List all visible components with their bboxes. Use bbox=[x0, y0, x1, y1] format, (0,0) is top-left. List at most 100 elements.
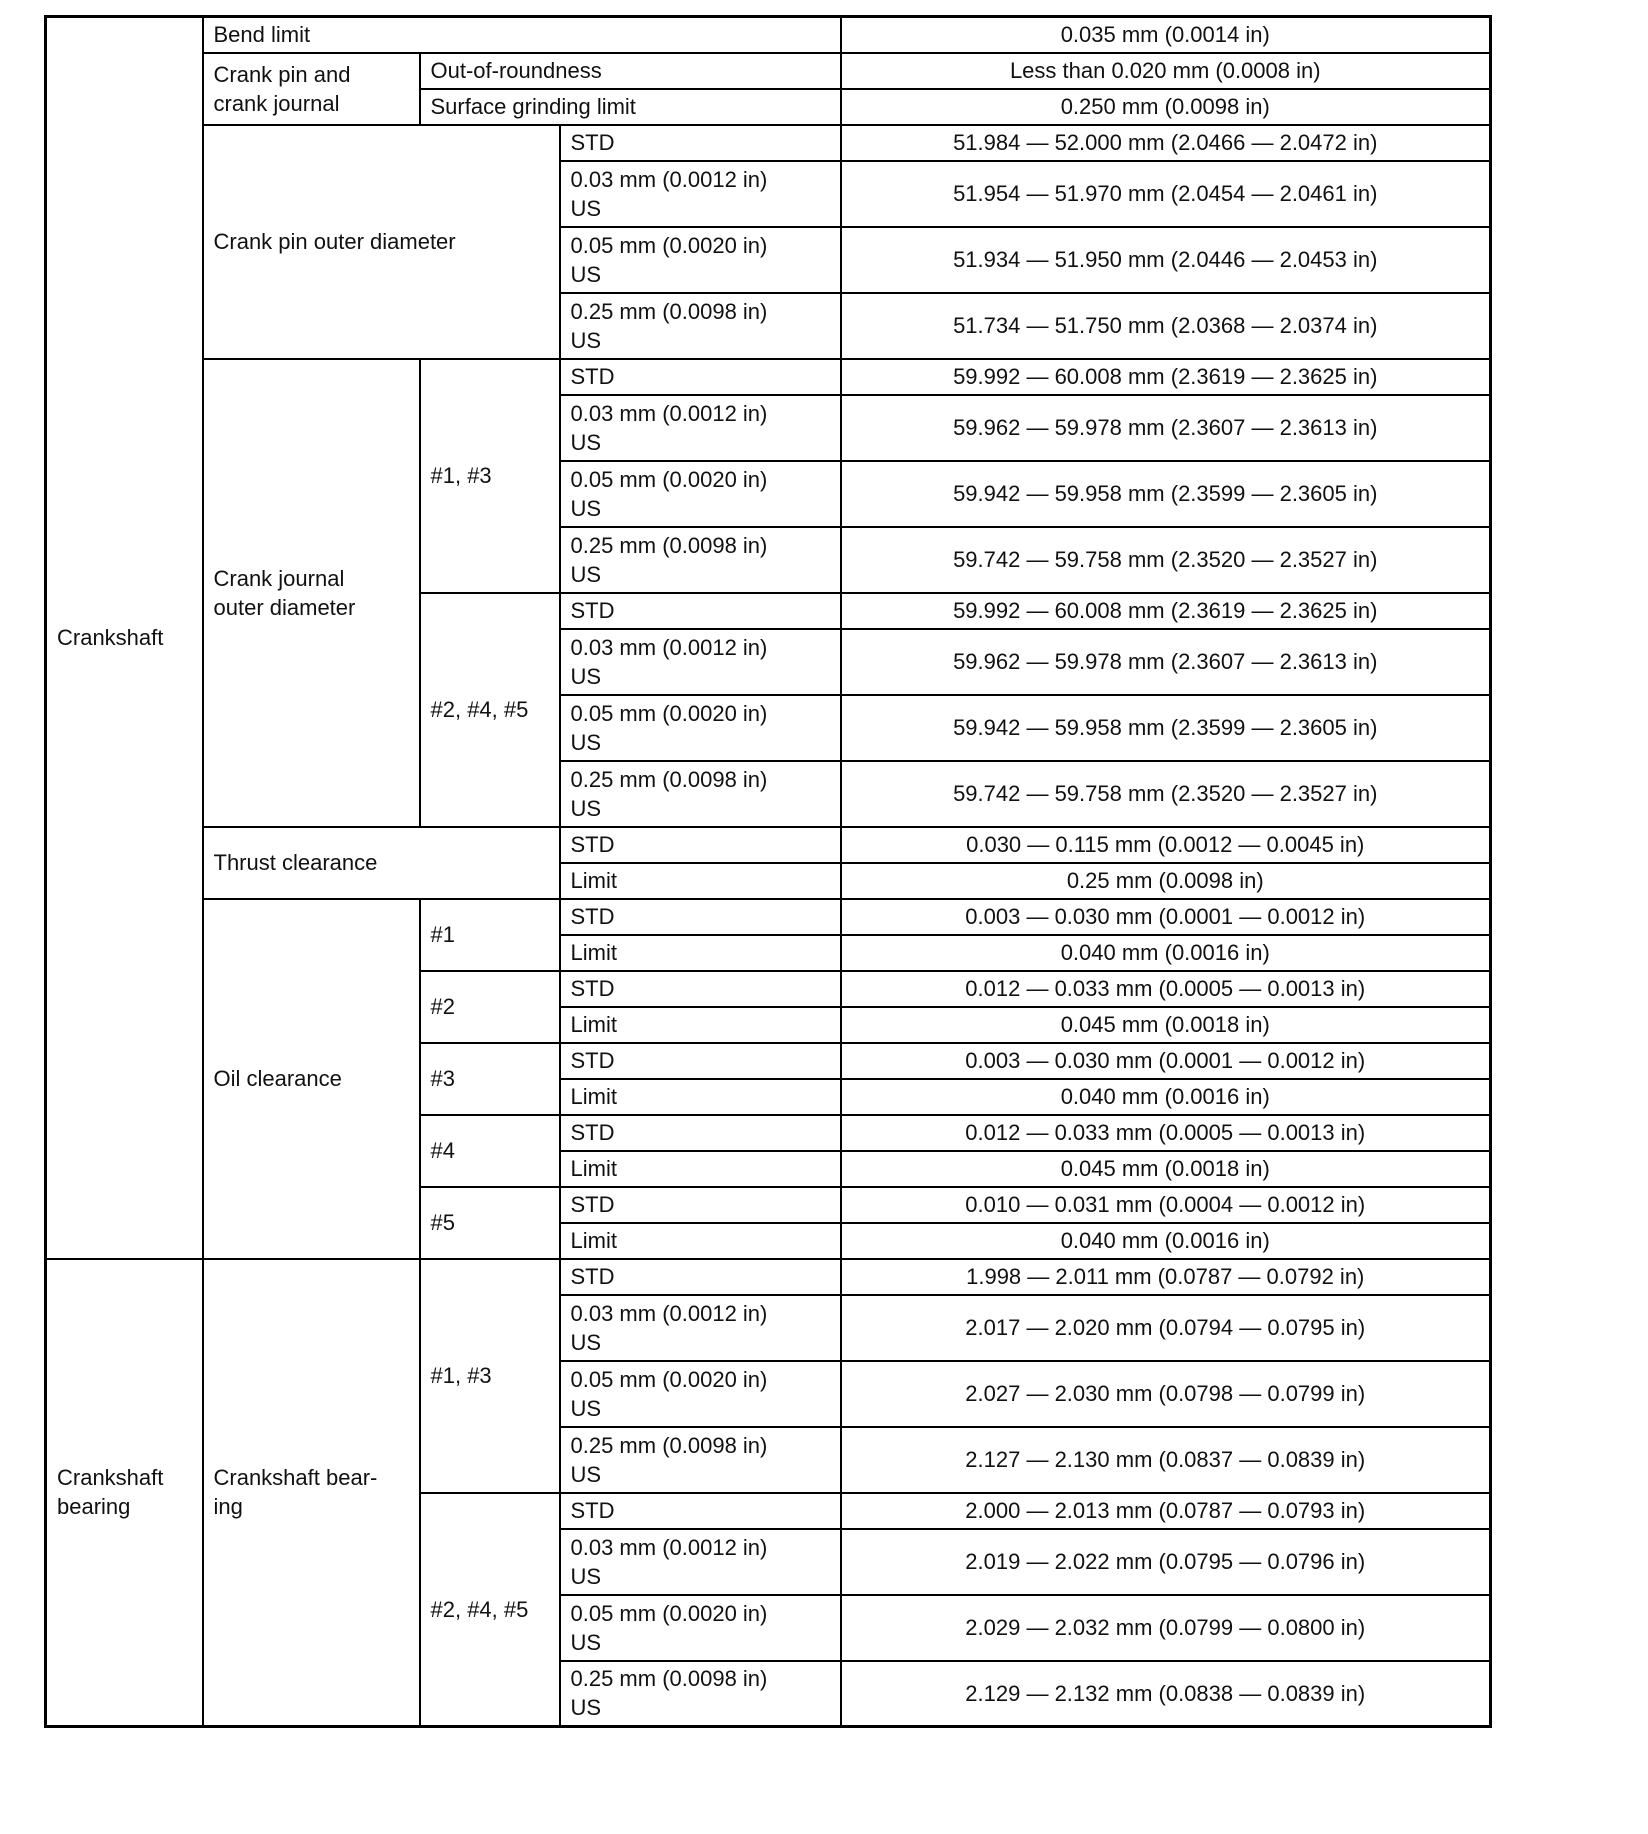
spec-label-cell: #2, #4, #5 bbox=[418, 1491, 561, 1728]
spec-label-cell: Crank pin outer diameter bbox=[201, 123, 561, 360]
spec-value-cell: 59.942 — 59.958 mm (2.3599 — 2.3605 in) bbox=[839, 693, 1492, 762]
spec-label-cell: Thrust clearance bbox=[201, 825, 561, 900]
spec-value-cell: 51.934 — 51.950 mm (2.0446 — 2.0453 in) bbox=[839, 225, 1492, 294]
table-row: 0.25 mm (0.0098 in) US 59.742 — 59.758 mm… bbox=[46, 759, 1492, 828]
table-row: 0.05 mm (0.0020 in) US 51.934 — 51.950 mm… bbox=[46, 225, 1492, 294]
spec-value-cell: 2.029 — 2.032 mm (0.0799 — 0.0800 in) bbox=[839, 1593, 1492, 1662]
spec-label-cell: #2, #4, #5 bbox=[418, 591, 561, 828]
spec-label-cell: 0.25 mm (0.0098 in) US bbox=[558, 525, 842, 594]
table-row: #2, #4, #5 STD 59.992 — 60.008 mm (2.3619 … bbox=[46, 591, 1492, 828]
spec-value-cell: 0.045 mm (0.0018 in) bbox=[839, 1149, 1492, 1188]
spec-value-cell: Less than 0.020 mm (0.0008 in) bbox=[839, 51, 1492, 90]
spec-label-cell: Limit bbox=[558, 861, 842, 900]
spec-value-cell: 2.127 — 2.130 mm (0.0837 — 0.0839 in) bbox=[839, 1425, 1492, 1494]
spec-value-cell: 0.012 — 0.033 mm (0.0005 — 0.0013 in) bbox=[839, 1113, 1492, 1152]
spec-label-cell: 0.25 mm (0.0098 in) US bbox=[558, 1659, 842, 1728]
spec-value-cell: 59.992 — 60.008 mm (2.3619 — 2.3625 in) bbox=[839, 357, 1492, 396]
table-row: Limit 0.045 mm (0.0018 in) bbox=[46, 1005, 1492, 1044]
table-row: 0.05 mm (0.0020 in) US 59.942 — 59.958 mm… bbox=[46, 693, 1492, 762]
table-row: #2 STD 0.012 — 0.033 mm (0.0005 — 0.0013 i… bbox=[46, 969, 1492, 1044]
spec-value-cell: 0.25 mm (0.0098 in) bbox=[839, 861, 1492, 900]
spec-label-cell: STD bbox=[558, 825, 842, 864]
spec-value-cell: 59.942 — 59.958 mm (2.3599 — 2.3605 in) bbox=[839, 459, 1492, 528]
spec-value-cell: 0.035 mm (0.0014 in) bbox=[839, 15, 1492, 54]
table-row: #2, #4, #5 STD 2.000 — 2.013 mm (0.0787 — … bbox=[46, 1491, 1492, 1728]
table-row: Limit 0.045 mm (0.0018 in) bbox=[46, 1149, 1492, 1188]
spec-label-cell: 0.03 mm (0.0012 in) US bbox=[558, 1293, 842, 1362]
spec-value-cell: 59.742 — 59.758 mm (2.3520 — 2.3527 in) bbox=[839, 759, 1492, 828]
table-row: #3 STD 0.003 — 0.030 mm (0.0001 — 0.0012 i… bbox=[46, 1041, 1492, 1116]
table-row: 0.03 mm (0.0012 in) US 59.962 — 59.978 mm… bbox=[46, 627, 1492, 696]
spec-label-cell: Crank journal outer diameter bbox=[201, 357, 421, 828]
spec-value-cell: 2.027 — 2.030 mm (0.0798 — 0.0799 in) bbox=[839, 1359, 1492, 1428]
spec-label-cell: Crankshaft bear- ing bbox=[201, 1257, 421, 1728]
table-row: Thrust clearance STD 0.030 — 0.115 mm (0.0… bbox=[46, 825, 1492, 900]
table-row: Crank pin outer diameter STD 51.984 — 52.0… bbox=[46, 123, 1492, 360]
spec-label-cell: STD bbox=[558, 1491, 842, 1530]
spec-label-cell: Limit bbox=[558, 1077, 842, 1116]
crankshaft-spec-table: Crankshaft Bend limit 0.035 mm (0.0014 in)… bbox=[44, 15, 1492, 1728]
spec-label-cell: #2 bbox=[418, 969, 561, 1044]
spec-value-cell: 0.003 — 0.030 mm (0.0001 — 0.0012 in) bbox=[839, 897, 1492, 936]
spec-label-cell: Out-of-roundness bbox=[418, 51, 842, 90]
spec-value-cell: 59.992 — 60.008 mm (2.3619 — 2.3625 in) bbox=[839, 591, 1492, 630]
spec-label-cell: #1, #3 bbox=[418, 357, 561, 594]
spec-label-cell: 0.25 mm (0.0098 in) US bbox=[558, 759, 842, 828]
table-row: 0.05 mm (0.0020 in) US 2.027 — 2.030 mm (… bbox=[46, 1359, 1492, 1428]
spec-label-cell: Bend limit bbox=[201, 15, 842, 54]
spec-label-cell: 0.03 mm (0.0012 in) US bbox=[558, 393, 842, 462]
spec-value-cell: 2.000 — 2.013 mm (0.0787 — 0.0793 in) bbox=[839, 1491, 1492, 1530]
spec-label-cell: STD bbox=[558, 1041, 842, 1080]
spec-label-cell: Crankshaft bbox=[44, 15, 204, 1260]
spec-label-cell: 0.05 mm (0.0020 in) US bbox=[558, 1593, 842, 1662]
spec-label-cell: 0.03 mm (0.0012 in) US bbox=[558, 1527, 842, 1596]
spec-value-cell: 0.045 mm (0.0018 in) bbox=[839, 1005, 1492, 1044]
spec-value-cell: 1.998 — 2.011 mm (0.0787 — 0.0792 in) bbox=[839, 1257, 1492, 1296]
spec-value-cell: 0.012 — 0.033 mm (0.0005 — 0.0013 in) bbox=[839, 969, 1492, 1008]
spec-label-cell: 0.25 mm (0.0098 in) US bbox=[558, 1425, 842, 1494]
spec-label-cell: Surface grinding limit bbox=[418, 87, 842, 126]
spec-value-cell: 0.040 mm (0.0016 in) bbox=[839, 1221, 1492, 1260]
spec-value-cell: 51.984 — 52.000 mm (2.0466 — 2.0472 in) bbox=[839, 123, 1492, 162]
spec-value-cell: 59.742 — 59.758 mm (2.3520 — 2.3527 in) bbox=[839, 525, 1492, 594]
table-row: 0.25 mm (0.0098 in) US 51.734 — 51.750 mm… bbox=[46, 291, 1492, 360]
spec-label-cell: #3 bbox=[418, 1041, 561, 1116]
table-row: Crankshaft bearing Crankshaft bear- ing #1… bbox=[44, 1257, 1492, 1728]
table-row: Limit 0.040 mm (0.0016 in) bbox=[46, 933, 1492, 972]
table-row: 0.03 mm (0.0012 in) US 51.954 — 51.970 mm… bbox=[46, 159, 1492, 228]
spec-label-cell: Limit bbox=[558, 1149, 842, 1188]
spec-label-cell: 0.05 mm (0.0020 in) US bbox=[558, 459, 842, 528]
table-row: Crankshaft Bend limit 0.035 mm (0.0014 in) bbox=[44, 15, 1492, 1260]
spec-label-cell: Oil clearance bbox=[201, 897, 421, 1260]
spec-label-cell: #5 bbox=[418, 1185, 561, 1260]
table-row: Limit 0.040 mm (0.0016 in) bbox=[46, 1221, 1492, 1260]
spec-label-cell: #1 bbox=[418, 897, 561, 972]
table-row: #5 STD 0.010 — 0.031 mm (0.0004 — 0.0012 i… bbox=[46, 1185, 1492, 1260]
spec-value-cell: 2.129 — 2.132 mm (0.0838 — 0.0839 in) bbox=[839, 1659, 1492, 1728]
spec-label-cell: 0.05 mm (0.0020 in) US bbox=[558, 225, 842, 294]
spec-value-cell: 0.010 — 0.031 mm (0.0004 — 0.0012 in) bbox=[839, 1185, 1492, 1224]
spec-value-cell: 2.017 — 2.020 mm (0.0794 — 0.0795 in) bbox=[839, 1293, 1492, 1362]
table-row: 0.25 mm (0.0098 in) US 59.742 — 59.758 mm… bbox=[46, 525, 1492, 594]
spec-value-cell: 0.040 mm (0.0016 in) bbox=[839, 1077, 1492, 1116]
table-row: Oil clearance #1 STD 0.003 — 0.030 mm (0.00… bbox=[46, 897, 1492, 1260]
spec-value-cell: 0.030 — 0.115 mm (0.0012 — 0.0045 in) bbox=[839, 825, 1492, 864]
table-row: 0.03 mm (0.0012 in) US 59.962 — 59.978 mm… bbox=[46, 393, 1492, 462]
spec-label-cell: STD bbox=[558, 123, 842, 162]
spec-table-body: Crankshaft Bend limit 0.035 mm (0.0014 in)… bbox=[44, 15, 1492, 1728]
table-row: Crank journal outer diameter #1, #3 STD 59.… bbox=[46, 357, 1492, 828]
spec-value-cell: 0.040 mm (0.0016 in) bbox=[839, 933, 1492, 972]
table-row: 0.03 mm (0.0012 in) US 2.017 — 2.020 mm (… bbox=[46, 1293, 1492, 1362]
table-row: 0.05 mm (0.0020 in) US 59.942 — 59.958 mm… bbox=[46, 459, 1492, 528]
spec-label-cell: STD bbox=[558, 591, 842, 630]
spec-label-cell: 0.03 mm (0.0012 in) US bbox=[558, 627, 842, 696]
spec-label-cell: #4 bbox=[418, 1113, 561, 1188]
spec-value-cell: 2.019 — 2.022 mm (0.0795 — 0.0796 in) bbox=[839, 1527, 1492, 1596]
table-row: 0.25 mm (0.0098 in) US 2.129 — 2.132 mm (… bbox=[46, 1659, 1492, 1728]
table-row: 0.25 mm (0.0098 in) US 2.127 — 2.130 mm (… bbox=[46, 1425, 1492, 1494]
table-row: 0.05 mm (0.0020 in) US 2.029 — 2.032 mm (… bbox=[46, 1593, 1492, 1662]
table-row: Surface grinding limit 0.250 mm (0.0098 i… bbox=[46, 87, 1492, 126]
spec-label-cell: 0.03 mm (0.0012 in) US bbox=[558, 159, 842, 228]
spec-label-cell: Limit bbox=[558, 1005, 842, 1044]
spec-label-cell: Crankshaft bearing bbox=[44, 1257, 204, 1728]
